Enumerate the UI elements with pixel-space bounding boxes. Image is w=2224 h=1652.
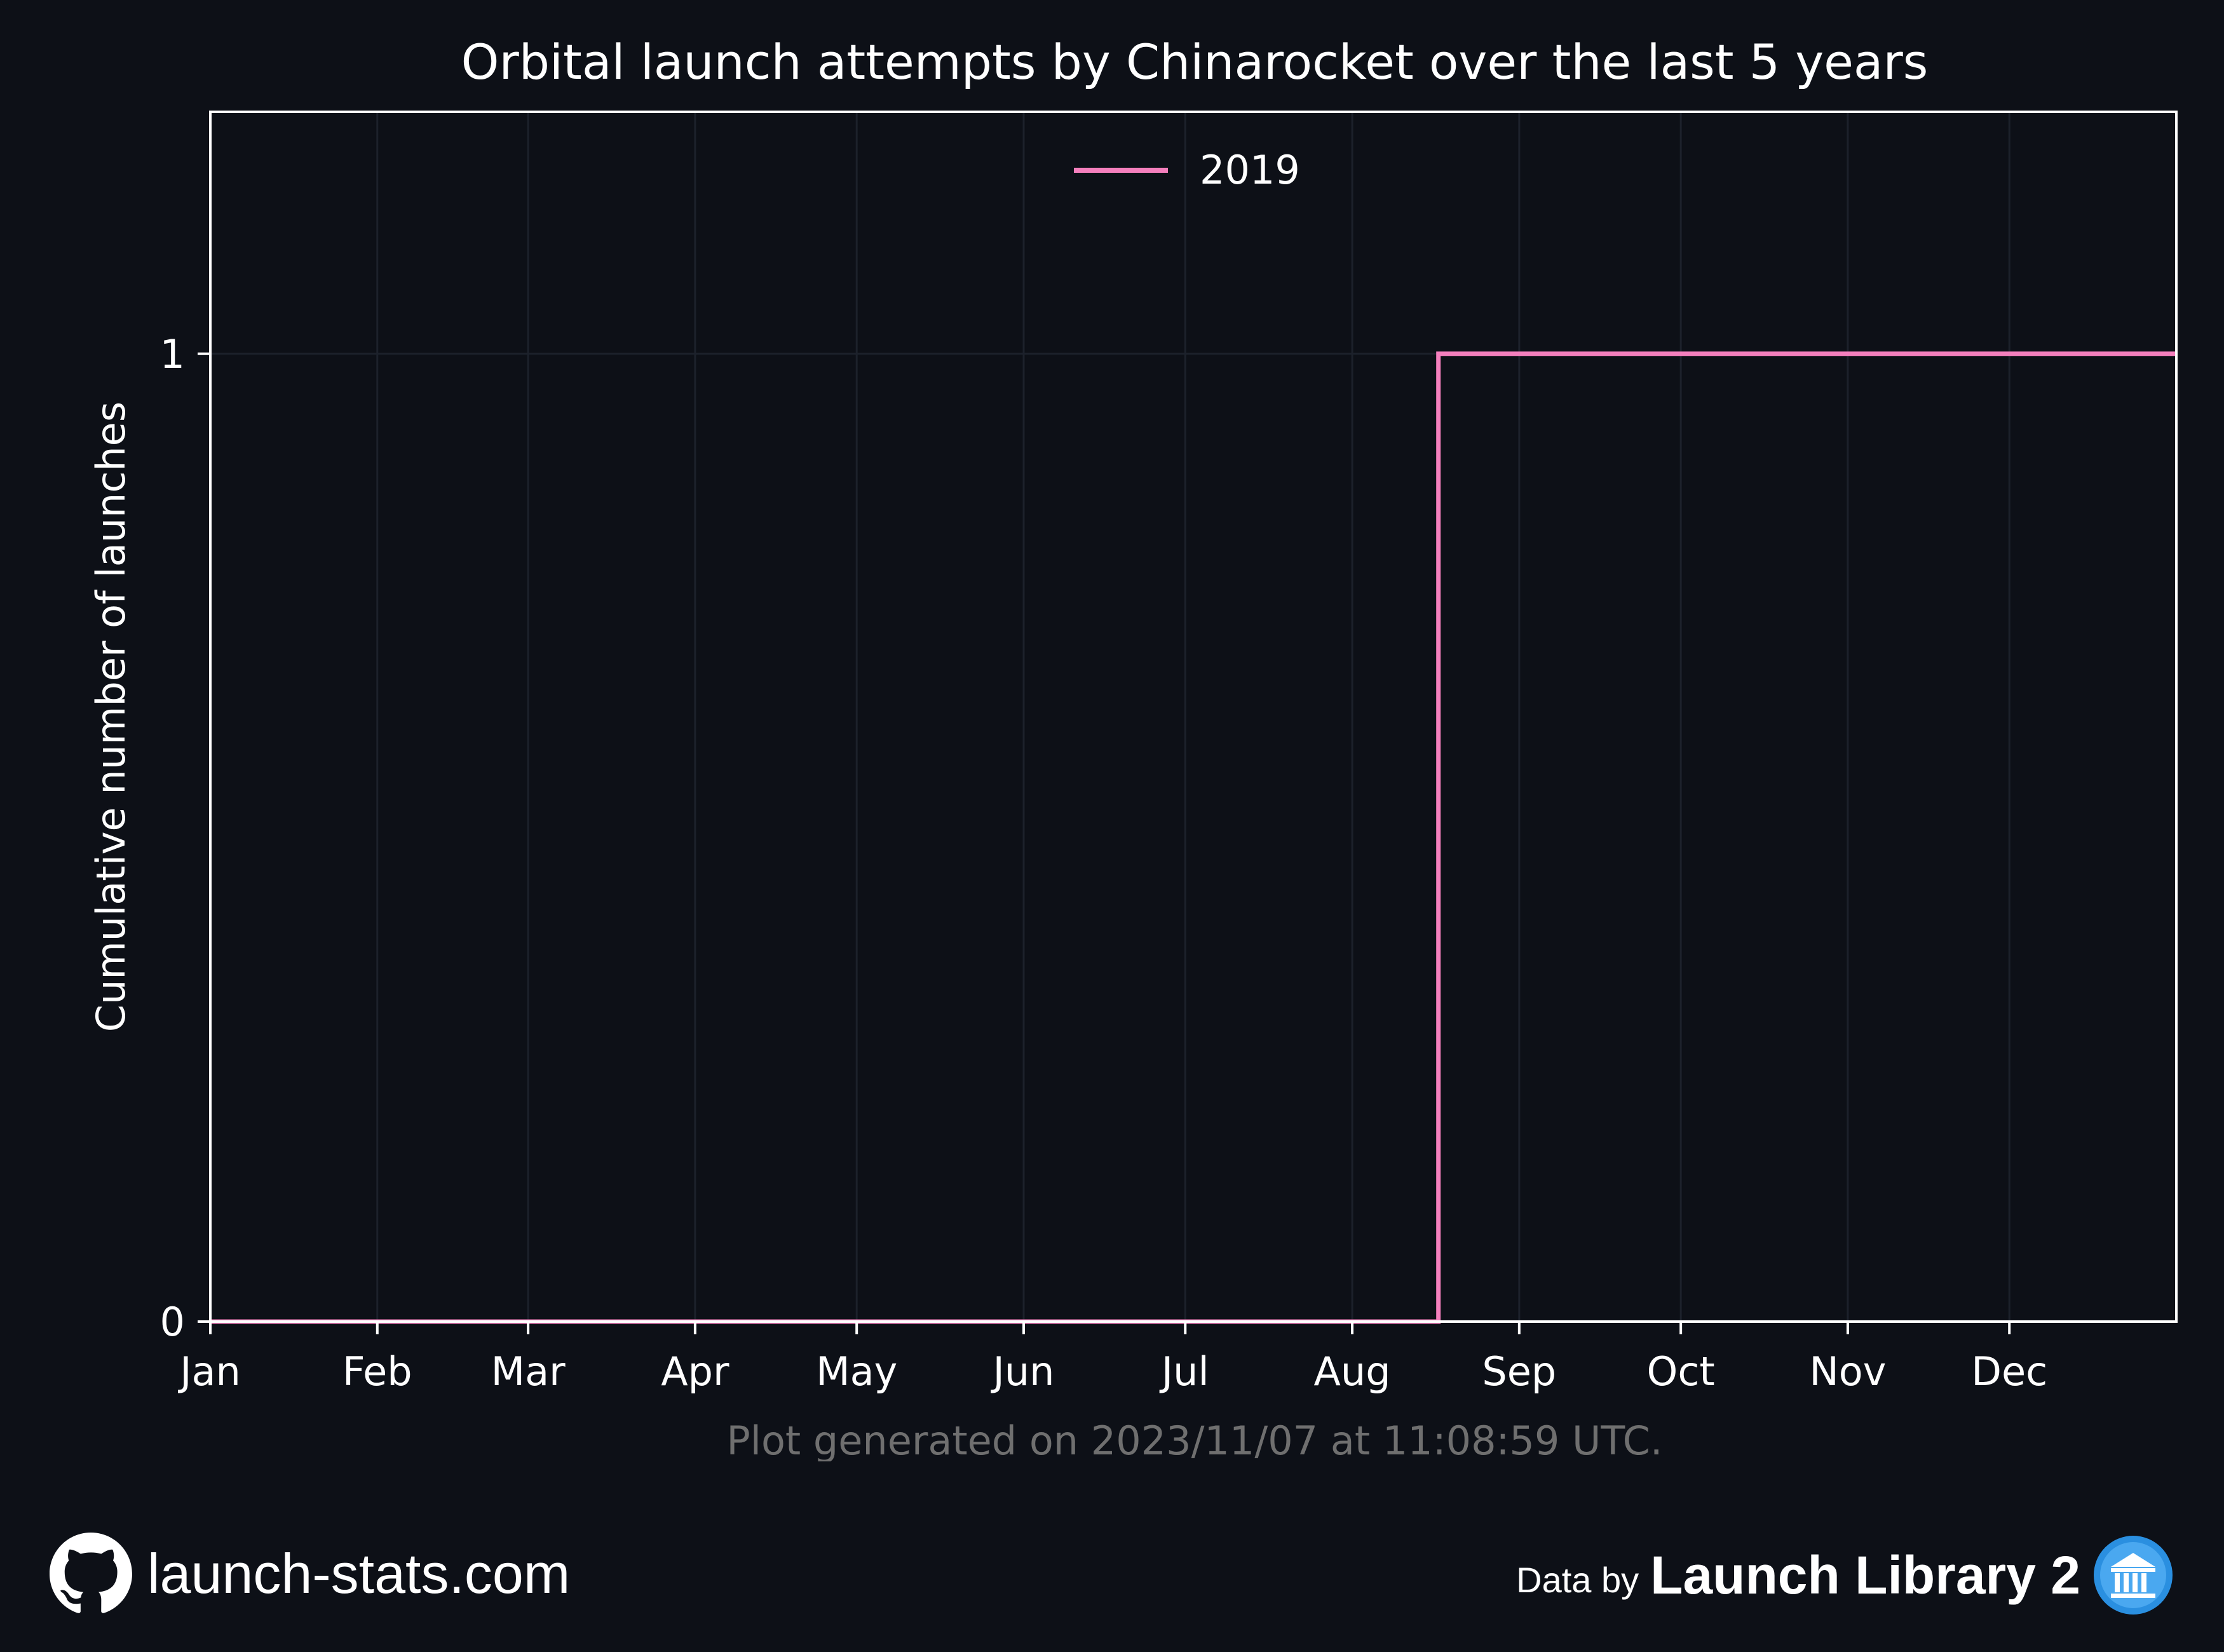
plot-area (210, 112, 2176, 1322)
y-tick-label: 1 (160, 331, 185, 377)
y-tick-label: 0 (160, 1299, 185, 1345)
x-tick-label: Jan (177, 1348, 241, 1395)
github-icon (50, 1533, 132, 1613)
y-axis: 01 (160, 331, 210, 1345)
x-tick-label: Dec (1971, 1348, 2047, 1395)
launch-chart: Orbital launch attempts by Chinarocket o… (88, 34, 2178, 1461)
legend-label-2019: 2019 (1200, 147, 1300, 193)
plot-frame (209, 111, 2178, 1323)
data-by-label: Data by (1516, 1559, 1639, 1600)
y-axis-label: Cumulative number of launches (88, 402, 134, 1032)
x-tick-label: Sep (1482, 1348, 1556, 1395)
footer-site: launch-stats.com (50, 1533, 570, 1615)
x-tick-label: Aug (1314, 1348, 1391, 1395)
generated-note: Plot generated on 2023/11/07 at 11:08:59… (726, 1418, 1662, 1461)
footer-credit: Data by Launch Library 2 (1516, 1534, 2174, 1616)
x-tick-label: May (816, 1348, 897, 1395)
x-tick-label: Nov (1809, 1348, 1886, 1395)
legend: 2019 (1074, 147, 1300, 193)
x-tick-label: Oct (1647, 1348, 1715, 1395)
chart-title: Orbital launch attempts by Chinarocket o… (461, 34, 1929, 90)
launch-library-icon (2094, 1536, 2173, 1615)
x-tick-label: Apr (661, 1348, 729, 1395)
x-tick-label: Feb (342, 1348, 412, 1395)
x-tick-label: Mar (491, 1348, 566, 1395)
launch-library-label[interactable]: Launch Library 2 (1650, 1545, 2080, 1605)
site-url[interactable]: launch-stats.com (147, 1542, 571, 1605)
x-tick-label: Jul (1159, 1348, 1209, 1395)
x-tick-label: Jun (991, 1348, 1055, 1395)
x-axis: Jan Feb Mar Apr May Jun Jul Aug Sep Oct Nov Dec (177, 1322, 2047, 1395)
